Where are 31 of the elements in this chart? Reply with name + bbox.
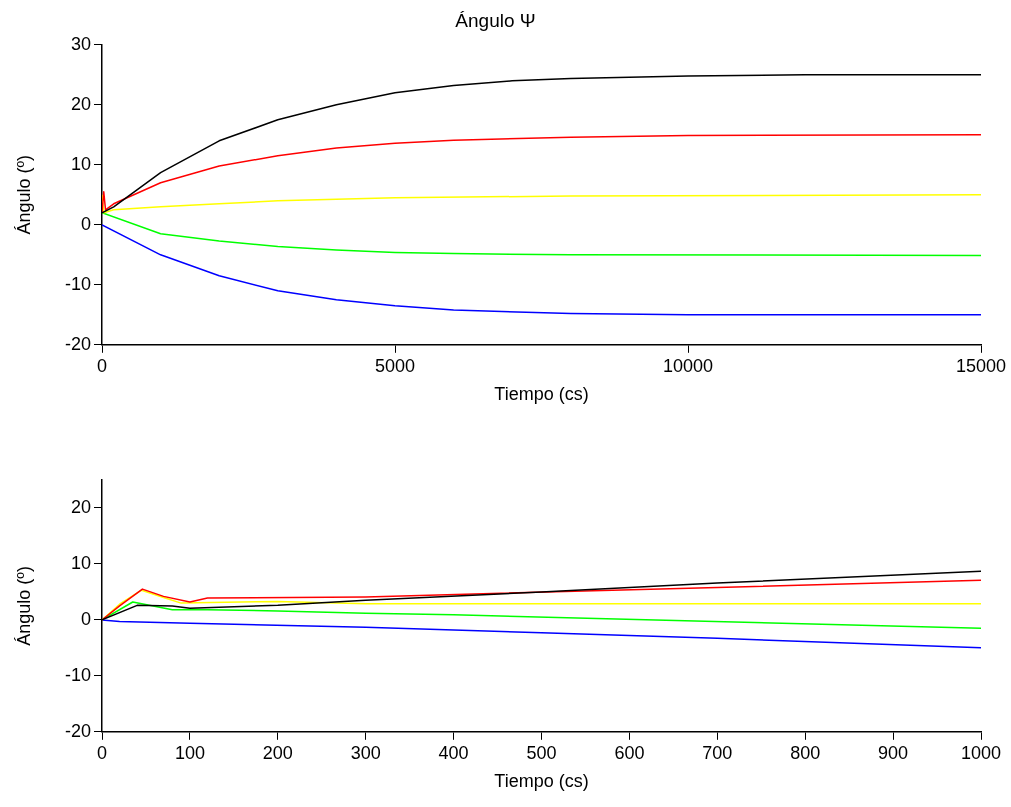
- x-tick-label: 15000: [955, 355, 1007, 376]
- y-tick-label: 0: [80, 608, 91, 629]
- x-tick-label: 400: [438, 742, 469, 763]
- y-tick-label: -10: [64, 273, 91, 294]
- x-tick-label: 700: [702, 742, 733, 763]
- x-axis-title: Tiempo (cs): [494, 384, 589, 405]
- x-tick-label: 0: [96, 355, 108, 376]
- chart-title: Ángulo Ψ: [455, 9, 536, 31]
- y-tick-label: -10: [64, 664, 91, 685]
- y-tick-label: -20: [64, 333, 91, 354]
- y-tick-label: 0: [80, 213, 91, 234]
- x-tick-label: 600: [614, 742, 645, 763]
- x-tick-label: 900: [878, 742, 909, 763]
- x-tick-label: 10000: [662, 355, 714, 376]
- x-tick-label: 0: [96, 742, 108, 763]
- x-tick-label: 100: [174, 742, 205, 763]
- x-tick-label: 300: [350, 742, 381, 763]
- y-tick-label: 30: [70, 33, 91, 54]
- x-tick-label: 500: [526, 742, 557, 763]
- y-axis-title: Ángulo (º): [13, 154, 34, 235]
- x-tick-label: 5000: [374, 355, 416, 376]
- x-tick-label: 1000: [960, 742, 1002, 763]
- y-axis-title: Ángulo (º): [13, 566, 34, 646]
- y-tick-label: 10: [70, 153, 91, 174]
- x-axis-title: Tiempo (cs): [494, 771, 589, 792]
- y-tick-label: 10: [70, 552, 91, 573]
- x-tick-label: 800: [790, 742, 821, 763]
- y-tick-label: -20: [64, 720, 91, 741]
- y-tick-label: 20: [70, 496, 91, 517]
- y-tick-label: 20: [70, 93, 91, 114]
- x-tick-label: 200: [262, 742, 293, 763]
